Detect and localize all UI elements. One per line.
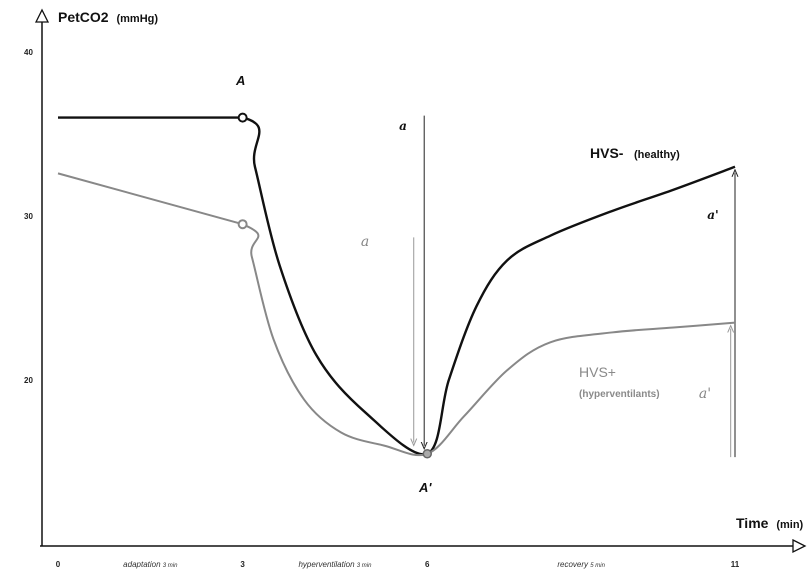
x-tick-label-3: 3 [240, 560, 245, 569]
phase-labels: adaptation 3 min hyperventilation 3 min re… [123, 560, 605, 569]
annotation-a-point: A [235, 73, 245, 88]
phase-duration-recovery: 5 min [590, 563, 605, 569]
annotation-a-prime-point: A' [418, 480, 432, 495]
series-line-hvs-minus [58, 116, 736, 456]
y-axis-arrowhead [34, 8, 50, 23]
legend-hvs-plus-subtitle: (hyperventilants) [579, 389, 660, 400]
y-tick-label-30: 30 [24, 212, 33, 221]
phase-label-adaptation: adaptation 3 min [123, 560, 178, 569]
annotation-a-prime-hvs-minus: a' [707, 208, 718, 222]
x-tick-label-11: 11 [731, 560, 740, 569]
annotation-a-prime-hvs-plus: a' [699, 386, 711, 402]
axes [34, 8, 807, 554]
y-axis-label: PetCO2 [58, 9, 109, 25]
legend-hvs-minus: HVS- (healthy) [590, 145, 680, 161]
x-axis-unit: (min) [776, 519, 803, 531]
phase-duration-adaptation: 3 min [163, 563, 178, 569]
legend-hvs-plus: HVS+ (hyperventilants) [579, 364, 660, 400]
x-axis-arrowhead [792, 538, 807, 554]
annotation-labels: A A' a a a' a' [235, 73, 719, 495]
annotation-a-hvs-plus: a [361, 234, 369, 250]
y-axis-unit: (mmHg) [116, 13, 158, 25]
y-tick-label-40: 40 [24, 48, 33, 57]
point-markers [237, 112, 433, 459]
phase-label-hyperventilation: hyperventilation 3 min [298, 560, 372, 569]
legend-hvs-plus-name: HVS+ [579, 364, 616, 380]
phase-duration-hyperventilation: 3 min [357, 563, 372, 569]
marker-a-hvs-minus [237, 112, 248, 123]
phase-label-recovery: recovery 5 min [557, 560, 605, 569]
difference-arrows [414, 115, 735, 458]
tick-labels: 20 30 40 0 3 6 11 [24, 48, 740, 569]
x-axis-label: Time [736, 515, 769, 531]
x-tick-label-6: 6 [425, 560, 430, 569]
y-tick-label-20: 20 [24, 376, 33, 385]
data-series [57, 116, 736, 457]
annotation-a-hvs-minus: a [399, 119, 407, 133]
x-tick-label-0: 0 [56, 560, 61, 569]
legend-hvs-minus-name: HVS- [590, 145, 624, 161]
legend-hvs-minus-subtitle: (healthy) [634, 149, 680, 161]
marker-a-hvs-plus [237, 219, 248, 230]
y-axis-title: PetCO2 (mmHg) [58, 9, 158, 25]
x-axis-title: Time (min) [736, 515, 804, 531]
marker-a-prime [422, 449, 433, 459]
series-line-hvs-plus [57, 172, 736, 457]
